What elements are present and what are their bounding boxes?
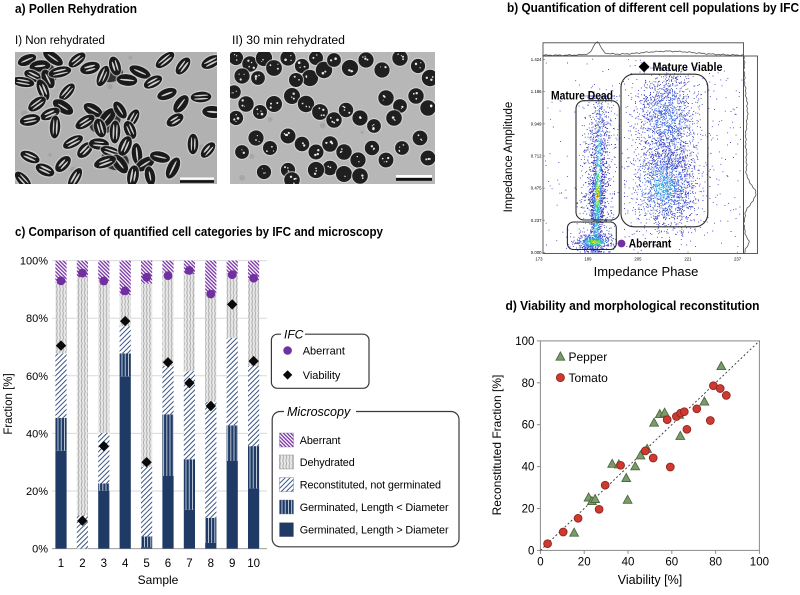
svg-text:Reconstituted, not germinated: Reconstituted, not germinated (300, 479, 441, 491)
svg-text:173: 173 (535, 257, 543, 262)
svg-text:20: 20 (578, 557, 591, 569)
svg-text:9: 9 (229, 558, 235, 570)
svg-text:8: 8 (208, 558, 214, 570)
svg-text:Impedance Amplitude: Impedance Amplitude (503, 102, 515, 213)
svg-text:c) Comparison of quantified ce: c) Comparison of quantified cell categor… (15, 225, 383, 239)
svg-text:Viability [%]: Viability [%] (618, 573, 682, 587)
svg-text:80: 80 (522, 378, 535, 390)
svg-text:7: 7 (186, 558, 192, 570)
svg-text:80%: 80% (26, 313, 48, 325)
svg-text:205: 205 (634, 257, 642, 262)
svg-text:6: 6 (165, 558, 171, 570)
svg-text:0.237: 0.237 (531, 218, 542, 223)
svg-text:IFC: IFC (284, 328, 304, 342)
svg-text:a) Pollen Rehydration: a) Pollen Rehydration (15, 2, 137, 16)
svg-text:Germinated, Length > Diameter: Germinated, Length > Diameter (300, 524, 449, 536)
svg-text:0.000: 0.000 (531, 250, 542, 255)
svg-text:Reconstituted Fraction [%]: Reconstituted Fraction [%] (490, 375, 504, 516)
svg-text:Viability: Viability (303, 370, 341, 382)
svg-text:II) 30 min rehydrated: II) 30 min rehydrated (232, 35, 345, 47)
svg-text:40%: 40% (26, 428, 48, 440)
svg-text:Aberrant: Aberrant (300, 435, 341, 447)
svg-text:100: 100 (515, 336, 534, 348)
svg-text:20: 20 (522, 504, 535, 516)
svg-text:5: 5 (143, 558, 149, 570)
svg-text:189: 189 (584, 257, 592, 262)
svg-text:60: 60 (665, 557, 678, 569)
svg-text:Impedance Phase: Impedance Phase (594, 264, 699, 279)
svg-text:Germinated, Length < Diameter: Germinated, Length < Diameter (300, 502, 449, 514)
svg-text:Aberrant: Aberrant (303, 346, 345, 358)
svg-text:Mature Viable: Mature Viable (653, 60, 723, 74)
svg-text:60: 60 (522, 420, 535, 432)
svg-text:0.712: 0.712 (531, 154, 542, 159)
svg-text:d) Viability and morphological: d) Viability and morphological reconstit… (506, 299, 760, 313)
svg-text:I) Non rehydrated: I) Non rehydrated (15, 35, 105, 47)
svg-text:100: 100 (750, 557, 769, 569)
svg-text:1.186: 1.186 (531, 89, 542, 94)
svg-text:0: 0 (537, 557, 543, 569)
svg-text:100%: 100% (20, 256, 48, 268)
svg-text:Tomato: Tomato (569, 371, 609, 385)
svg-text:Aberrant: Aberrant (629, 237, 672, 251)
svg-text:0.949: 0.949 (531, 121, 542, 126)
svg-text:1: 1 (58, 558, 64, 570)
svg-text:Dehydrated: Dehydrated (300, 457, 355, 469)
svg-text:Microscopy: Microscopy (287, 405, 351, 419)
svg-text:0%: 0% (32, 544, 48, 556)
svg-text:40: 40 (522, 462, 535, 474)
svg-text:4: 4 (122, 558, 129, 570)
svg-text:Mature Dead: Mature Dead (551, 89, 613, 103)
svg-text:1.424: 1.424 (531, 57, 542, 62)
svg-text:Pepper: Pepper (569, 350, 608, 364)
svg-text:221: 221 (684, 257, 692, 262)
svg-text:0: 0 (528, 545, 534, 557)
svg-text:b) Quantification of different: b) Quantification of different cell popu… (507, 1, 799, 15)
svg-text:60%: 60% (26, 371, 48, 383)
svg-text:0.475: 0.475 (531, 186, 542, 191)
svg-text:Fraction [%]: Fraction [%] (3, 373, 15, 434)
svg-text:237: 237 (734, 257, 742, 262)
svg-text:80: 80 (709, 557, 722, 569)
svg-text:Sample: Sample (138, 573, 179, 587)
svg-text:3: 3 (101, 558, 107, 570)
svg-text:10: 10 (247, 558, 260, 570)
svg-text:2: 2 (79, 558, 85, 570)
svg-text:40: 40 (622, 557, 635, 569)
svg-text:20%: 20% (26, 486, 48, 498)
